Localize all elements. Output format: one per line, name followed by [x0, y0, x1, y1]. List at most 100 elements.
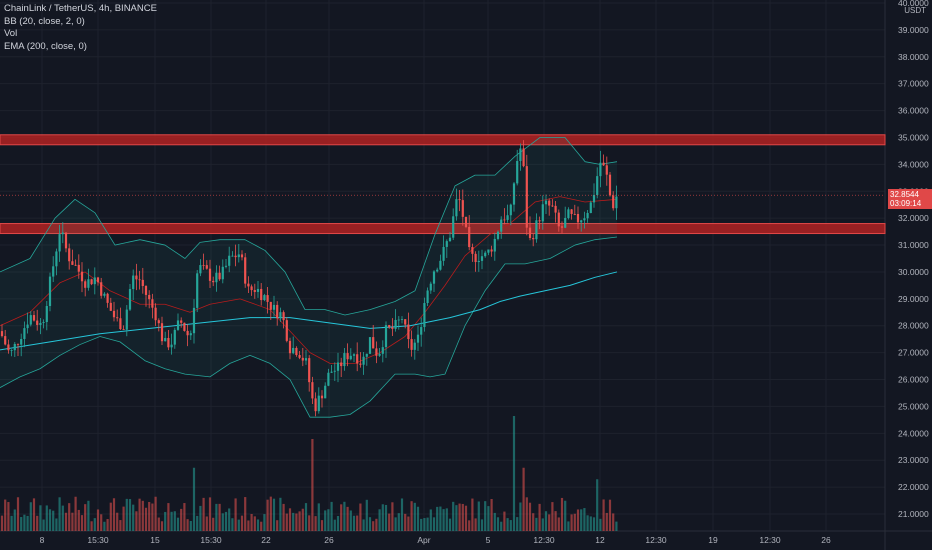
volume-bar	[471, 498, 474, 531]
candle-body	[32, 315, 36, 321]
volume-bar	[205, 516, 208, 531]
candle-body	[29, 315, 32, 325]
candle-body	[471, 247, 474, 254]
price-tick-label: 24.0000	[898, 428, 929, 438]
price-tick-label: 40.0000	[898, 0, 929, 8]
candle-body	[13, 343, 16, 351]
volume-bar	[212, 517, 215, 531]
volume-bar	[592, 517, 596, 531]
volume-bar	[308, 515, 311, 531]
candle-body	[237, 254, 240, 258]
volume-bar	[573, 513, 576, 531]
volume-bar	[327, 509, 330, 531]
candle-body	[144, 285, 148, 295]
candle-body	[317, 395, 320, 412]
volume-bar	[135, 511, 138, 531]
volume-bar	[602, 499, 605, 531]
volume-bar	[311, 439, 314, 531]
candle-body	[426, 290, 429, 304]
candle-body	[394, 319, 397, 329]
volume-bar	[189, 520, 192, 531]
candle-body	[522, 148, 525, 167]
candle-body	[432, 271, 436, 284]
volume-bar	[32, 498, 36, 531]
candle-body	[365, 353, 368, 357]
candle-body	[461, 200, 464, 217]
volume-bar	[0, 515, 4, 531]
volume-bar	[119, 520, 122, 531]
candle-body	[605, 165, 608, 175]
time-tick-label: 12:30	[645, 535, 667, 545]
candle-body	[61, 232, 64, 235]
volume-bar	[394, 517, 397, 531]
candle-body	[448, 237, 452, 242]
volume-bar	[228, 508, 231, 531]
currency-label: USDT	[904, 6, 926, 15]
volume-bar	[349, 510, 352, 531]
candle-body	[141, 279, 144, 286]
volume-bar	[452, 501, 455, 531]
volume-bar	[509, 520, 512, 531]
volume-bar	[125, 498, 128, 531]
candle-body	[439, 260, 442, 270]
candle-body	[100, 282, 103, 296]
candle-body	[477, 260, 480, 263]
candle-body	[266, 295, 269, 302]
candle-body	[564, 217, 567, 228]
volume-bar	[173, 511, 176, 531]
time-tick-label: 15	[150, 535, 160, 545]
candle-body	[487, 249, 490, 253]
candle-body	[599, 162, 602, 177]
volume-bar	[106, 519, 109, 531]
volume-bar	[544, 511, 548, 531]
candle-body	[228, 255, 231, 266]
volume-bar	[554, 511, 557, 531]
candle-body	[180, 320, 183, 323]
volume-bar	[608, 499, 612, 531]
volume-bar	[36, 515, 39, 531]
volume-bar	[77, 509, 80, 531]
candle-body	[612, 195, 615, 209]
volume-bar	[436, 506, 439, 531]
bb-upper-line	[0, 137, 618, 316]
candle-body	[413, 342, 416, 350]
candle-body	[272, 304, 276, 310]
candle-body	[23, 328, 26, 340]
candle-body	[368, 337, 372, 354]
volume-bar	[480, 519, 484, 531]
candle-body	[400, 319, 404, 320]
volume-bar	[548, 514, 551, 531]
volume-bar	[330, 501, 333, 531]
price-tick-label: 32.0000	[898, 213, 929, 223]
candle-body	[77, 264, 80, 272]
volume-bar	[240, 515, 244, 531]
volume-bar	[39, 505, 42, 531]
candle-body	[64, 232, 68, 249]
candle-body	[384, 325, 388, 348]
candle-body	[397, 319, 400, 321]
time-tick-label: 15:30	[87, 535, 109, 545]
candle-body	[122, 329, 125, 330]
candle-body	[554, 205, 557, 213]
candle-body	[548, 200, 551, 206]
zone-0	[0, 134, 886, 146]
volume-bar	[580, 509, 583, 531]
candle-body	[311, 382, 314, 399]
volume-bar	[522, 467, 525, 531]
candle-body	[52, 266, 55, 277]
candle-body	[55, 251, 58, 267]
volume-bar	[487, 506, 490, 531]
time-tick-label: 26	[821, 535, 831, 545]
candle-body	[391, 327, 394, 329]
volume-bar	[68, 503, 71, 531]
time-tick-label: 15:30	[200, 535, 222, 545]
candle-body	[151, 299, 154, 308]
candle-body	[208, 268, 212, 281]
price-tick-label: 23.0000	[898, 455, 929, 465]
volume-bar	[519, 502, 522, 531]
volume-bar	[429, 509, 432, 531]
candle-body	[592, 195, 596, 203]
volume-bar	[170, 511, 173, 531]
volume-bar	[474, 518, 477, 531]
